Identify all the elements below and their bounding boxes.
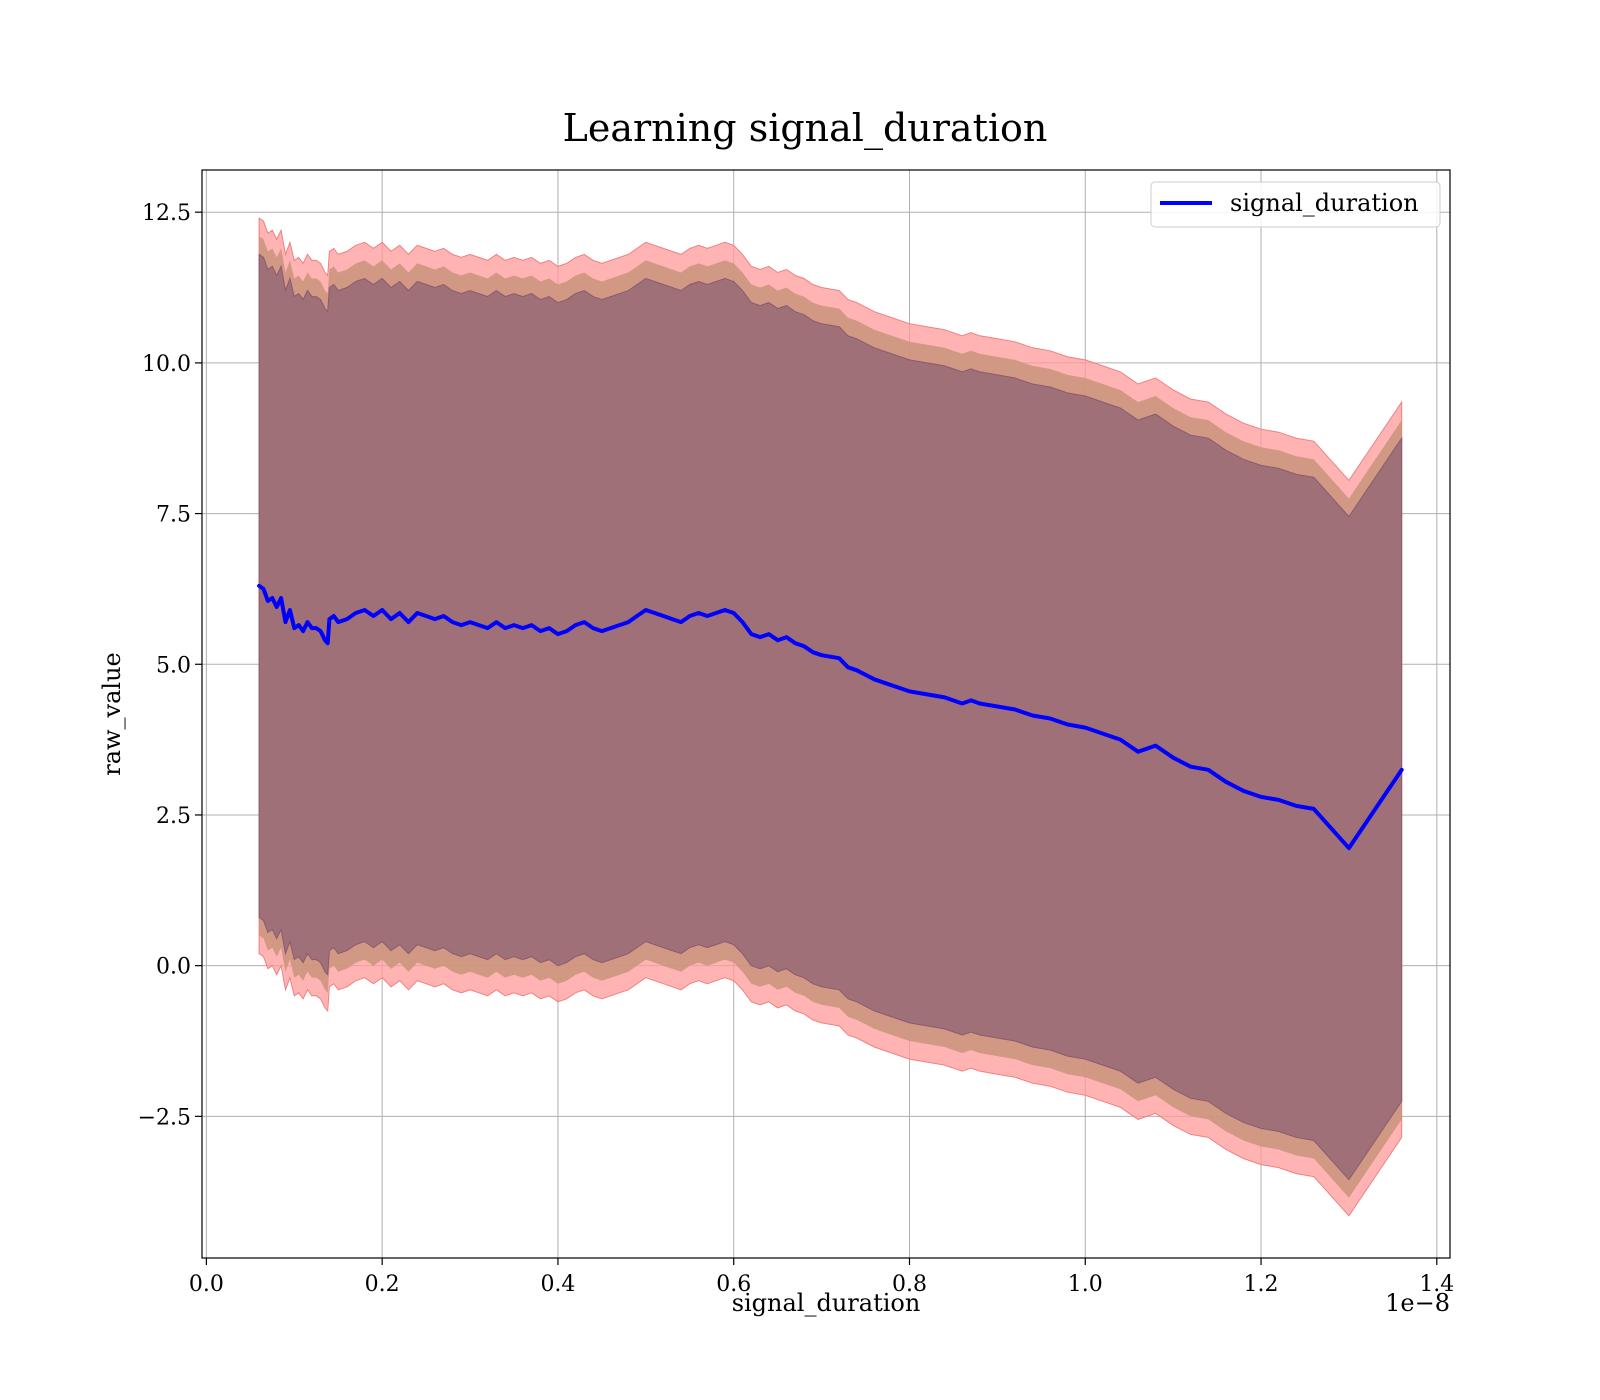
x-tick-label: 0.0 — [189, 1272, 224, 1297]
y-tick-label: 12.5 — [142, 201, 191, 226]
x-tick-label: 0.4 — [540, 1272, 575, 1297]
chart-title: Learning signal_duration — [563, 106, 1048, 151]
x-axis-offset-text: 1e−8 — [1385, 1289, 1450, 1317]
legend-label: signal_duration — [1230, 189, 1419, 217]
y-tick-label: −2.5 — [138, 1105, 191, 1130]
x-tick-label: 1.2 — [1244, 1272, 1279, 1297]
x-axis-label: signal_duration — [732, 1289, 921, 1317]
legend-box — [1150, 181, 1441, 228]
legend: signal_duration — [1150, 181, 1441, 228]
plot-frame — [201, 169, 1451, 1259]
y-tick-label: 5.0 — [156, 653, 191, 678]
inner-confidence-band — [258, 253, 1403, 1181]
y-tick-label: 0.0 — [156, 955, 191, 980]
x-tick-label: 0.6 — [716, 1272, 751, 1297]
x-tick-label: 0.2 — [365, 1272, 400, 1297]
series-lines — [257, 583, 1404, 851]
y-tick-label: 7.5 — [156, 503, 191, 528]
x-tick-label: 1.4 — [1419, 1272, 1454, 1297]
x-tick-label: 1.0 — [1068, 1272, 1103, 1297]
x-axis-ticks: 0.0 0.2 0.4 0.6 0.8 1.0 1.2 1.4 — [189, 1258, 1454, 1297]
y-tick-label: 2.5 — [156, 804, 191, 829]
series-line-signal-duration — [257, 583, 1404, 851]
confidence-bands — [258, 217, 1403, 1217]
x-tick-label: 0.8 — [892, 1272, 927, 1297]
y-axis-ticks: −2.5 0.0 2.5 5.0 7.5 10.0 12.5 — [138, 201, 202, 1130]
y-axis-label: raw_value — [98, 652, 126, 776]
y-tick-label: 10.0 — [142, 352, 191, 377]
